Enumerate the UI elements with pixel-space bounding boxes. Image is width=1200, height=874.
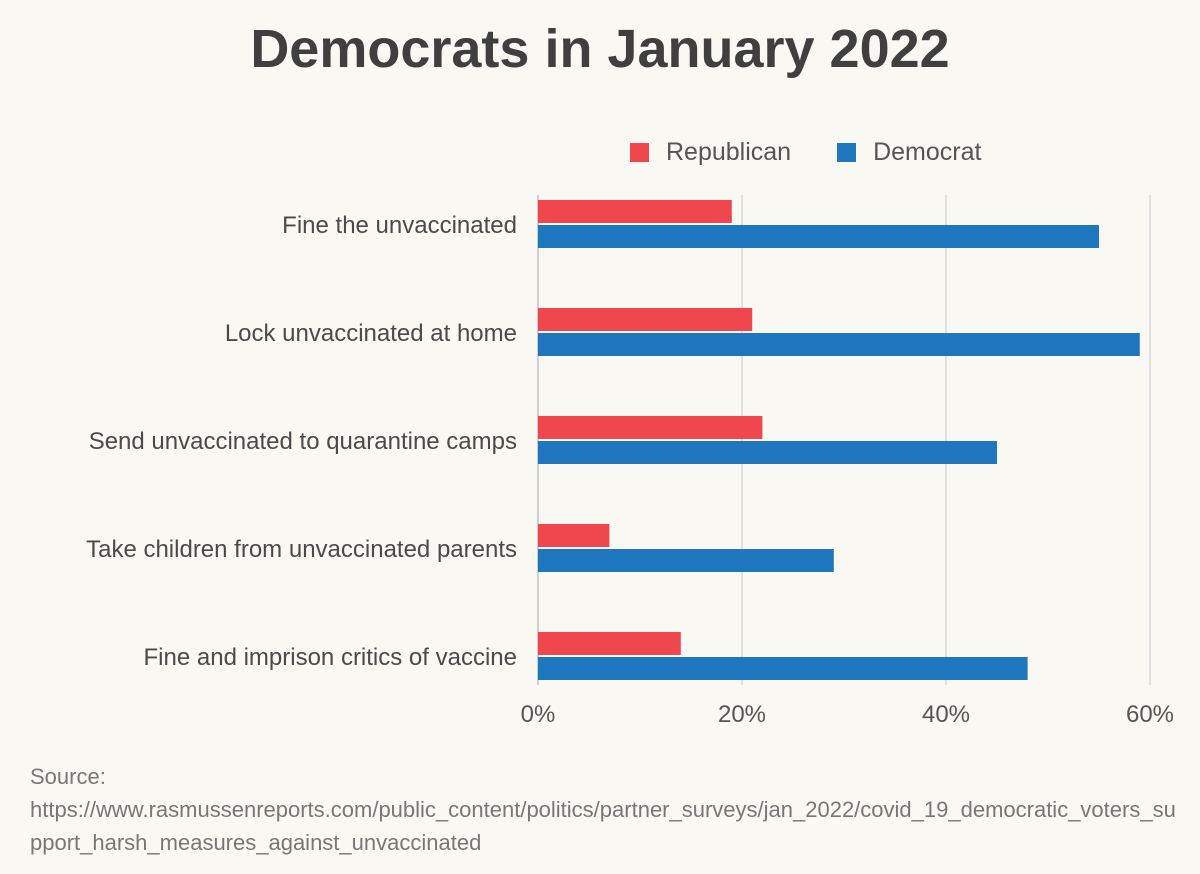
bar-democrat [538,657,1028,680]
bar-republican [538,632,681,655]
category-label: Take children from unvaccinated parents [86,536,517,563]
x-tick-label: 40% [922,701,970,728]
x-tick-label: 0% [521,701,556,728]
bar-republican [538,200,732,223]
category-label: Lock unvaccinated at home [225,320,517,347]
bar-democrat [538,333,1140,356]
bar-republican [538,308,753,331]
category-label: Fine and imprison critics of vaccine [144,644,517,671]
legend-swatch-republican [630,142,649,162]
bar-democrat [538,441,997,464]
x-tick-label: 60% [1126,701,1174,728]
bar-republican [538,416,763,439]
source-note: Source: https://www.rasmussenreports.com… [30,760,1180,859]
source-url: https://www.rasmussenreports.com/public_… [30,797,1176,855]
source-label: Source: [30,764,106,789]
legend-swatch-democrat [837,142,857,162]
category-label: Send unvaccinated to quarantine camps [89,428,517,455]
bar-democrat [538,225,1099,248]
bar-democrat [538,549,834,572]
legend: Republican Democrat [630,137,1027,167]
legend-label-democrat: Democrat [873,137,982,166]
x-tick-label: 20% [718,701,766,728]
legend-item-republican: Republican [630,138,791,167]
category-label: Fine the unvaccinated [282,212,517,239]
bar-republican [538,524,610,547]
legend-label-republican: Republican [666,137,792,166]
bar-chart: 0% 20% 40% 60% Fine the unvaccinated Lock unv… [86,195,1174,728]
chart-title: Democrats in January 2022 [250,19,950,79]
legend-item-democrat: Democrat [837,138,981,167]
